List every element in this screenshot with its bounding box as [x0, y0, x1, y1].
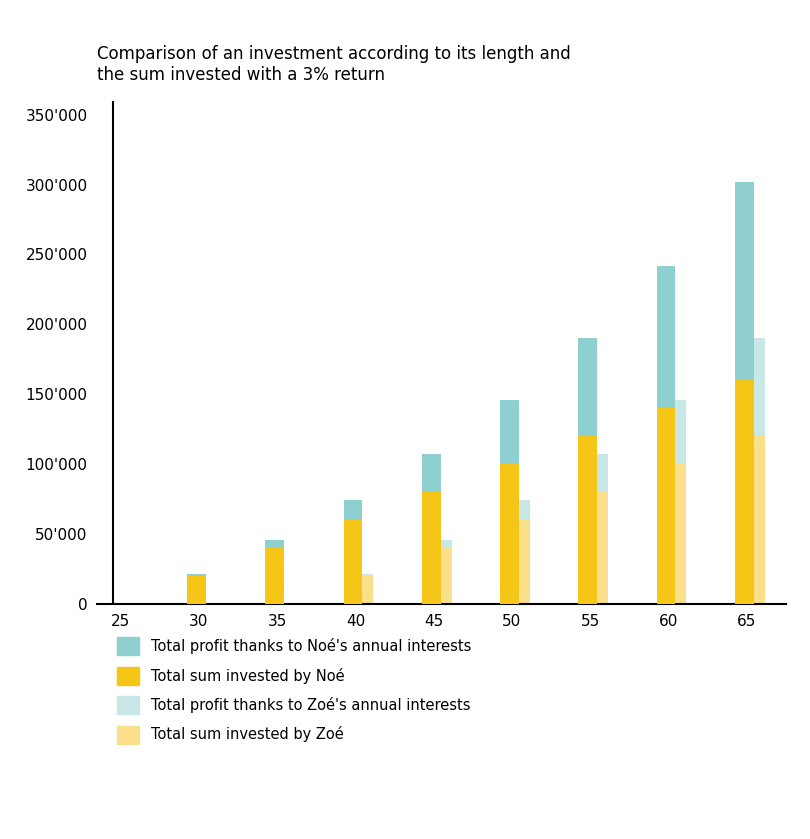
- Bar: [501, 500, 530, 520]
- Bar: [580, 492, 608, 604]
- Bar: [501, 520, 530, 604]
- Bar: [659, 400, 686, 464]
- Bar: [424, 540, 452, 548]
- Bar: [187, 576, 206, 604]
- Bar: [266, 540, 284, 548]
- Bar: [424, 548, 452, 604]
- Bar: [422, 454, 441, 492]
- Bar: [736, 338, 765, 436]
- Bar: [578, 436, 597, 604]
- Bar: [736, 436, 765, 604]
- Bar: [578, 338, 597, 436]
- Bar: [343, 520, 362, 604]
- Bar: [345, 575, 373, 576]
- Text: Comparison of an investment according to its length and
the sum invested with a : Comparison of an investment according to…: [97, 45, 571, 84]
- Bar: [735, 380, 753, 604]
- Bar: [266, 548, 284, 604]
- Legend: Total profit thanks to Noé's annual interests, Total sum invested by Noé, Total : Total profit thanks to Noé's annual inte…: [112, 632, 477, 749]
- Bar: [343, 500, 362, 520]
- Bar: [580, 454, 608, 492]
- Bar: [345, 576, 373, 604]
- Bar: [187, 575, 206, 576]
- Bar: [659, 464, 686, 604]
- Bar: [657, 409, 676, 604]
- Bar: [657, 266, 676, 409]
- Bar: [735, 182, 753, 380]
- Bar: [422, 492, 441, 604]
- Bar: [500, 400, 519, 464]
- Bar: [500, 464, 519, 604]
